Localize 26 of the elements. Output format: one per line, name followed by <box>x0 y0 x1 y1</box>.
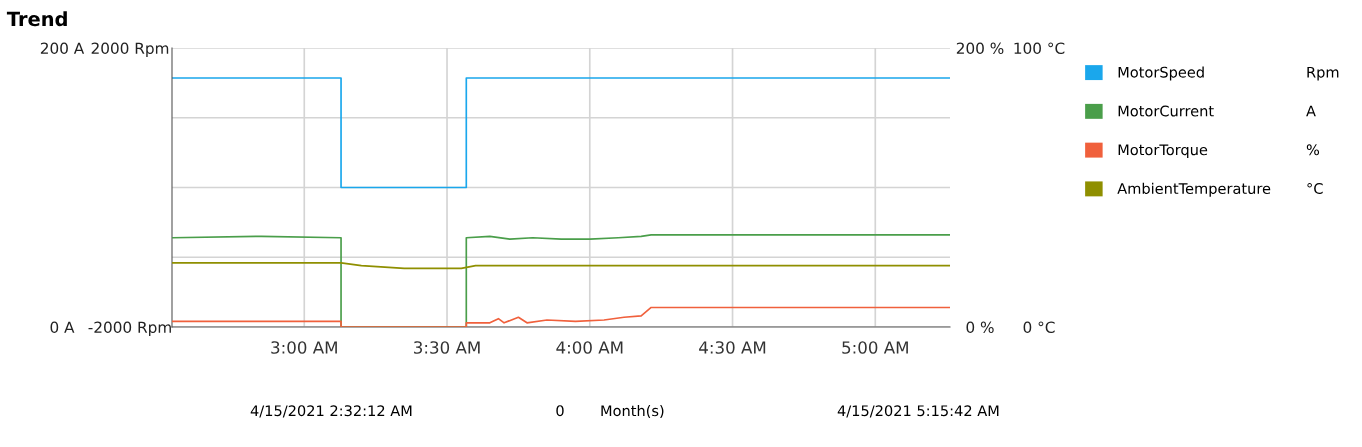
y-tick-label: 2000 Rpm <box>91 42 169 57</box>
text: 0 <box>556 405 564 417</box>
legend-label: MotorCurrent <box>1118 105 1214 117</box>
x-tick-label: 4:00 AM <box>556 341 623 354</box>
text: A <box>1306 105 1316 117</box>
text: Rpm <box>1307 66 1339 81</box>
text: % <box>1306 144 1320 156</box>
y-tick-label: 0 °C <box>1023 321 1055 334</box>
legend-label: MotorTorque <box>1118 144 1208 159</box>
legend-label: MotorSpeed <box>1118 66 1204 81</box>
chart-title: Trend <box>6 11 67 27</box>
x-tick-label: 3:00 AM <box>271 341 337 354</box>
x-tick-label: 4:30 AM <box>699 341 766 354</box>
y3-tick-label: 200 % <box>956 42 1004 55</box>
y2-tick-label: 0 A <box>50 321 75 334</box>
text: Month(s) <box>601 404 664 418</box>
text: 4/15/2021 2:32:12 AM <box>250 405 412 418</box>
y-tick-label: -2000 Rpm <box>88 321 171 336</box>
y2-tick-label: 200 A <box>40 42 85 55</box>
text: °C <box>1307 182 1323 195</box>
x-tick-label: 3:30 AM <box>414 341 480 354</box>
y3-tick-label: 0 % <box>966 321 994 334</box>
legend-label: AmbientTemperature <box>1117 182 1271 197</box>
text: 4/15/2021 5:15:42 AM <box>837 405 999 418</box>
x-tick-label: 5:00 AM <box>842 341 908 354</box>
y-tick-label: 100 °C <box>1014 42 1065 55</box>
